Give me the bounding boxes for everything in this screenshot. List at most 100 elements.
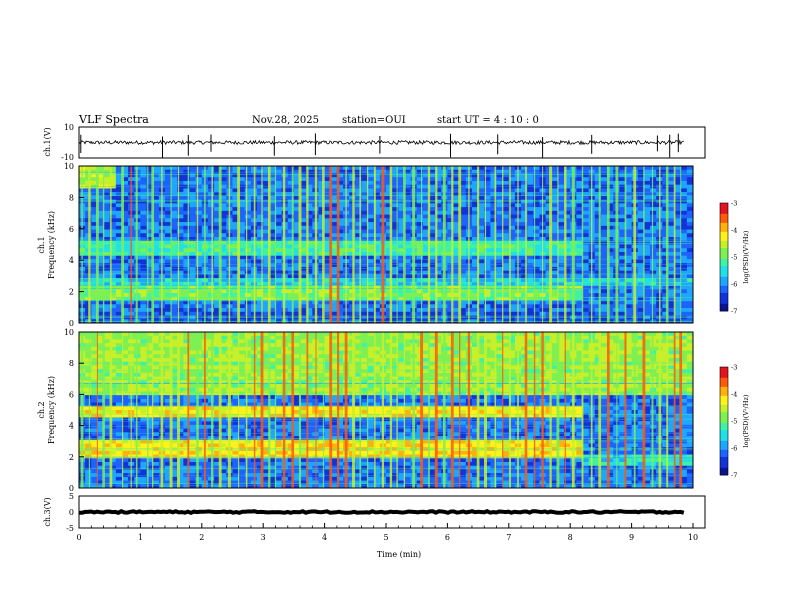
- spectrogram-cell: [263, 274, 270, 279]
- spectrogram-cell: [164, 296, 172, 301]
- spectrogram-cell: [97, 296, 104, 301]
- spectrogram-cell: [435, 225, 442, 230]
- spectrogram-cell: [269, 281, 276, 287]
- spectrogram-cell: [416, 210, 424, 215]
- spectrogram-cell: [287, 218, 295, 223]
- spectrogram-cell: [91, 214, 98, 219]
- spectrogram-cell: [336, 240, 344, 245]
- spectrogram-cell: [275, 229, 283, 234]
- spectrogram-cell: [355, 240, 362, 245]
- spectrogram-cell: [97, 225, 104, 230]
- spectrogram-cell: [551, 266, 559, 272]
- spectrogram-cell: [324, 285, 332, 290]
- spectrogram-cell: [527, 166, 534, 171]
- spectrogram-cell: [318, 293, 325, 298]
- spectrogram-cell: [557, 350, 565, 355]
- spectrogram-cell: [392, 173, 399, 178]
- spectrogram-cell: [643, 270, 651, 275]
- spectrogram-cell: [355, 188, 362, 193]
- spectrogram-cell: [600, 166, 608, 171]
- spectrogram-cell: [386, 266, 393, 272]
- spectrogram-cell: [564, 251, 571, 257]
- spectrogram-cell: [643, 203, 651, 208]
- spectrogram-cell: [557, 240, 565, 245]
- spectrogram-cell: [662, 311, 669, 316]
- spectrogram-cell: [496, 304, 504, 309]
- spectrogram-cell: [85, 332, 92, 337]
- spectrogram-cell: [422, 184, 430, 189]
- spectrogram-cell: [183, 293, 190, 298]
- spectrogram-cell: [121, 233, 129, 238]
- spectrogram-cell: [484, 311, 491, 316]
- spectrogram-cell: [115, 289, 123, 294]
- spectrogram-cell: [643, 244, 651, 249]
- spectrogram-cell: [183, 304, 190, 309]
- colorbar-tick-label: -6: [731, 281, 737, 289]
- spectrogram-cell: [459, 177, 467, 182]
- spectrogram-cell: [521, 251, 528, 257]
- spectrogram-cell: [619, 169, 626, 174]
- spectrogram-cell: [557, 195, 565, 201]
- spectrogram-cell: [496, 296, 504, 301]
- spectrogram-cell: [140, 199, 147, 204]
- spectrogram-cell: [557, 308, 565, 313]
- spectrogram-cell: [453, 332, 461, 337]
- spectrogram-cell: [330, 274, 338, 279]
- spectrogram-cell: [508, 266, 516, 272]
- spectrogram-cell: [207, 180, 215, 186]
- spectrogram-cell: [232, 248, 240, 253]
- spectrogram-cell: [146, 229, 154, 234]
- spectrogram-cell: [164, 266, 172, 272]
- spectrogram-cell: [478, 233, 485, 238]
- spectrogram-cell: [416, 195, 424, 201]
- spectrogram-cell: [330, 203, 338, 208]
- spectrogram-cell: [484, 207, 491, 212]
- spectrogram-cell: [257, 229, 264, 234]
- spectrogram-cell: [643, 188, 651, 193]
- spectrogram-cell: [594, 350, 602, 355]
- colorbar-cell: [720, 240, 728, 243]
- spectrogram-cell: [306, 218, 313, 223]
- spectrogram-cell: [625, 244, 632, 249]
- spectrogram-cell: [471, 300, 479, 305]
- spectrogram-cell: [557, 263, 565, 268]
- spectrogram-cell: [668, 210, 675, 215]
- spectrogram-cell: [447, 285, 454, 290]
- spectrogram-cell: [195, 207, 203, 212]
- spectrogram-cell: [275, 199, 283, 204]
- spectrogram-cell: [103, 343, 111, 348]
- spectrogram-cell: [650, 263, 657, 268]
- spectrogram-cell: [607, 346, 614, 351]
- spectrogram-cell: [582, 210, 590, 215]
- spectrogram-cell: [300, 218, 307, 223]
- spectrogram-cell: [637, 203, 645, 208]
- spectrogram-cell: [115, 199, 123, 204]
- spectrogram-cell: [287, 266, 295, 272]
- spectrogram-cell: [686, 343, 694, 348]
- spectrogram-cell: [686, 248, 694, 253]
- spectrogram-cell: [220, 281, 227, 287]
- spectrogram-cell: [140, 296, 147, 301]
- spectrogram-cell: [447, 177, 454, 182]
- spectrogram-cell: [607, 289, 614, 294]
- spectrogram-cell: [293, 270, 301, 275]
- spectrogram-cell: [287, 281, 295, 287]
- colorbar-cell: [720, 264, 728, 267]
- spectrogram-cell: [422, 274, 430, 279]
- spectrogram-cell: [115, 304, 123, 309]
- spectrogram-cell: [214, 259, 221, 264]
- spectrogram-cell: [637, 263, 645, 268]
- spectrogram-cell: [398, 166, 405, 171]
- spectrogram-cell: [97, 240, 104, 245]
- spectrogram-cell: [91, 270, 98, 275]
- spectrogram-cell: [662, 240, 669, 245]
- spectrogram-cell: [306, 207, 313, 212]
- spectrogram-cell: [232, 166, 240, 171]
- spectrogram-cell: [183, 240, 190, 245]
- spectrogram-cell: [318, 296, 325, 301]
- spectrogram-cell: [619, 188, 626, 193]
- spectrogram-cell: [637, 346, 645, 351]
- spectrogram-cell: [214, 203, 221, 208]
- spectrogram-cell: [453, 203, 461, 208]
- spectrogram-cell: [189, 207, 197, 212]
